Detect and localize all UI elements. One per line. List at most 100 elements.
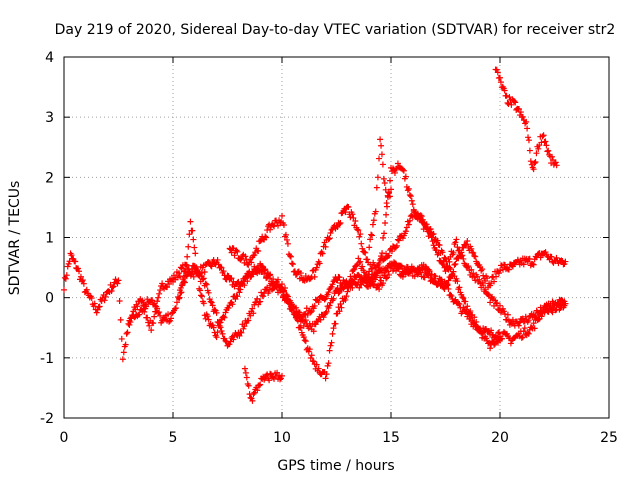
- y-axis-label: SDTVAR / TECUs: [7, 181, 23, 296]
- data-point: [313, 361, 320, 368]
- data-point: [380, 280, 387, 287]
- data-point: [355, 255, 362, 262]
- data-point: [405, 185, 412, 192]
- data-point: [304, 311, 311, 318]
- data-point: [279, 212, 285, 219]
- y-tick-label: 3: [45, 110, 54, 126]
- data-point: [109, 284, 116, 291]
- data-point: [525, 134, 532, 141]
- data-point: [280, 221, 287, 228]
- data-point: [488, 327, 495, 334]
- data-point: [255, 247, 262, 254]
- data-point: [134, 303, 141, 310]
- data-point: [468, 245, 475, 252]
- data-point: [386, 271, 393, 278]
- data-point: [367, 282, 374, 289]
- data-point: [532, 312, 539, 319]
- data-point: [98, 298, 105, 305]
- data-point: [342, 209, 349, 216]
- data-point: [548, 253, 555, 260]
- data-point: [537, 254, 544, 261]
- data-point: [317, 316, 324, 323]
- x-tick-label: 0: [60, 430, 69, 446]
- data-point: [482, 286, 489, 293]
- data-point: [321, 296, 328, 303]
- data-point: [225, 304, 232, 311]
- data-point: [356, 233, 363, 240]
- data-point: [383, 211, 390, 218]
- data-point: [443, 264, 450, 271]
- data-point: [216, 322, 223, 329]
- data-point: [279, 286, 285, 293]
- data-point: [539, 133, 546, 140]
- data-point: [479, 266, 486, 273]
- data-point: [470, 249, 477, 256]
- data-point: [460, 255, 467, 262]
- data-point: [359, 263, 366, 270]
- data-point: [464, 303, 471, 310]
- data-point: [504, 99, 511, 106]
- data-point: [202, 280, 209, 287]
- data-point: [393, 242, 400, 249]
- data-point: [324, 362, 331, 369]
- data-point: [515, 322, 522, 329]
- data-point: [222, 275, 229, 282]
- data-point: [187, 218, 194, 225]
- x-tick-labels: 0 5 10 15 20 25: [60, 430, 618, 446]
- data-point: [373, 184, 380, 191]
- data-point: [344, 288, 351, 295]
- data-point: [195, 272, 202, 279]
- data-point: [204, 313, 211, 320]
- data-point: [156, 309, 163, 316]
- data-point: [551, 302, 558, 309]
- data-point: [244, 278, 251, 285]
- data-point: [350, 266, 357, 273]
- data-point: [540, 132, 547, 139]
- data-point: [436, 242, 443, 249]
- data-point: [376, 286, 383, 293]
- data-point: [91, 300, 98, 307]
- data-point: [373, 274, 380, 281]
- data-point: [330, 295, 337, 302]
- data-point: [155, 294, 162, 301]
- data-point: [345, 203, 352, 210]
- data-point: [444, 262, 451, 269]
- data-point: [406, 217, 413, 224]
- data-point: [452, 261, 459, 268]
- data-point: [168, 315, 175, 322]
- data-point: [68, 252, 75, 259]
- series-track-g: [366, 136, 394, 251]
- data-point: [356, 284, 363, 291]
- data-point: [289, 304, 296, 311]
- data-point: [335, 290, 342, 297]
- data-point: [395, 266, 402, 273]
- data-point: [154, 305, 161, 312]
- data-point: [126, 321, 133, 328]
- data-point: [327, 230, 334, 237]
- data-point: [350, 214, 357, 221]
- data-point: [288, 260, 295, 267]
- data-point: [171, 305, 178, 312]
- data-point: [539, 309, 546, 316]
- data-point: [454, 244, 461, 251]
- data-point: [237, 286, 244, 293]
- y-tick-label: 0: [45, 291, 54, 307]
- data-point: [387, 177, 394, 184]
- data-point: [254, 387, 261, 394]
- data-point: [307, 309, 314, 316]
- data-point: [175, 270, 182, 277]
- data-point: [523, 118, 530, 125]
- data-point: [430, 242, 437, 249]
- data-point: [191, 244, 198, 251]
- data-point: [484, 275, 491, 282]
- data-point: [156, 290, 163, 297]
- data-point: [418, 213, 425, 220]
- data-point: [501, 311, 508, 318]
- data-point: [436, 275, 443, 282]
- data-point: [75, 265, 82, 272]
- data-point: [236, 332, 243, 339]
- data-point: [342, 296, 349, 303]
- data-point: [381, 230, 388, 237]
- data-point: [464, 237, 471, 244]
- data-point: [267, 271, 274, 278]
